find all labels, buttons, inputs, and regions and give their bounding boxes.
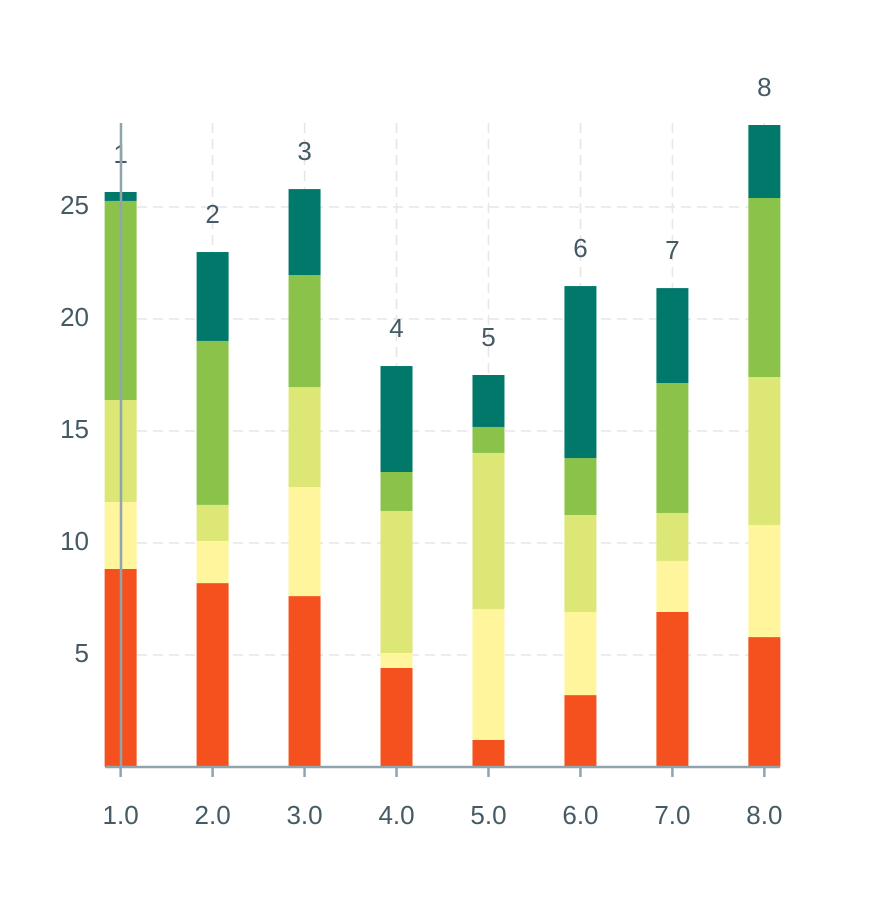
bar-segment <box>196 252 229 341</box>
x-tick-label: 1.0 <box>103 800 139 830</box>
y-tick-label: 15 <box>60 414 89 444</box>
bar-segment <box>288 387 321 487</box>
bar-label: 2 <box>205 199 219 229</box>
bar-segment <box>748 525 781 638</box>
bar-label: 4 <box>389 313 403 343</box>
x-tick-label: 4.0 <box>378 800 414 830</box>
bar-segment <box>748 377 781 526</box>
y-tick-label: 5 <box>75 638 89 668</box>
bar-label: 5 <box>481 322 495 352</box>
bar-segment <box>288 596 321 767</box>
bar-label: 6 <box>573 233 587 263</box>
y-tick-label: 20 <box>60 302 89 332</box>
bar-segment <box>656 560 689 612</box>
bar-segment <box>472 452 505 610</box>
bar-segment <box>196 583 229 767</box>
bar-segment <box>196 540 229 584</box>
bar-segment <box>288 275 321 388</box>
bar-segment <box>656 512 689 561</box>
bar-segment <box>564 695 597 767</box>
y-tick-label: 10 <box>60 526 89 556</box>
bar-segment <box>380 652 413 668</box>
x-tick-label: 5.0 <box>470 800 506 830</box>
x-tick-label: 7.0 <box>654 800 690 830</box>
bar-segment <box>288 487 321 597</box>
bar-segment <box>656 288 689 384</box>
bar-segment <box>564 286 597 459</box>
x-tick-label: 2.0 <box>195 800 231 830</box>
bar-segment <box>748 637 781 767</box>
bar-segment <box>380 471 413 511</box>
bar-segment <box>196 504 229 541</box>
bar-segment <box>656 383 689 513</box>
bar-segment <box>472 426 505 453</box>
bar-segment <box>288 189 321 276</box>
bar-segment <box>472 739 505 767</box>
x-tick-label: 3.0 <box>286 800 322 830</box>
bar-segment <box>380 510 413 653</box>
bar-segment <box>748 198 781 378</box>
bar-segment <box>656 611 689 767</box>
bar-segment <box>564 458 597 515</box>
bar-segment <box>472 375 505 427</box>
bar-segment <box>196 340 229 505</box>
bar-segment <box>472 609 505 740</box>
x-tick-label: 8.0 <box>746 800 782 830</box>
bar-segment <box>748 125 781 199</box>
bar-segment <box>564 515 597 612</box>
bar-segment <box>564 611 597 696</box>
bar-label: 7 <box>665 235 679 265</box>
bar-segment <box>380 366 413 472</box>
bar-label: 8 <box>757 72 771 102</box>
y-tick-label: 25 <box>60 190 89 220</box>
bar-label: 3 <box>297 136 311 166</box>
bar-segment <box>380 667 413 767</box>
x-tick-label: 6.0 <box>562 800 598 830</box>
